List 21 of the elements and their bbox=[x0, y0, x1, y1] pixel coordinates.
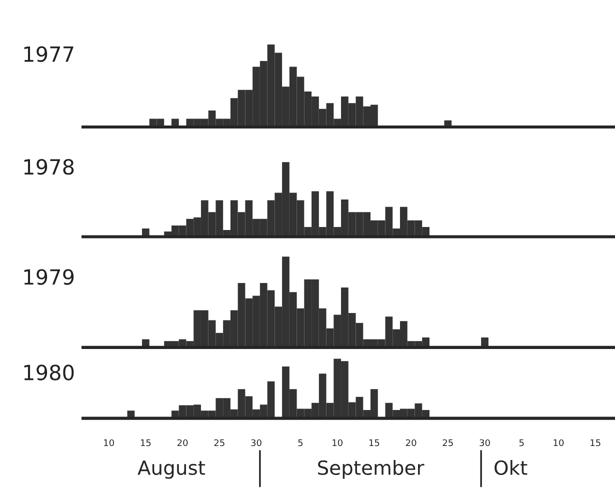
x-tick-label: 15 bbox=[140, 439, 151, 446]
x-tick-label: 30 bbox=[251, 439, 262, 446]
x-tick-label: 15 bbox=[590, 439, 600, 446]
chart-title: 1980 bbox=[24, 364, 74, 380]
x-tick-label: 10 bbox=[104, 439, 114, 446]
x-tick-label: 20 bbox=[406, 439, 416, 446]
x-tick-label: 5 bbox=[519, 439, 524, 446]
text: August bbox=[138, 460, 206, 479]
x-tick-label: 10 bbox=[332, 439, 342, 446]
x-tick-label: 30 bbox=[480, 439, 490, 446]
text: Okt bbox=[494, 460, 528, 476]
chart-title: 1979 bbox=[24, 269, 74, 285]
chart-title: 1977 bbox=[24, 46, 74, 62]
x-tick-label: 25 bbox=[442, 439, 453, 446]
text: September bbox=[318, 460, 424, 479]
x-tick-label: 25 bbox=[214, 439, 224, 446]
x-tick-label: 15 bbox=[369, 439, 380, 446]
x-tick-label: 20 bbox=[177, 439, 188, 446]
chart-title: 1978 bbox=[24, 159, 74, 175]
x-tick-label: 5 bbox=[298, 439, 303, 446]
x-tick-label: 10 bbox=[554, 439, 564, 446]
